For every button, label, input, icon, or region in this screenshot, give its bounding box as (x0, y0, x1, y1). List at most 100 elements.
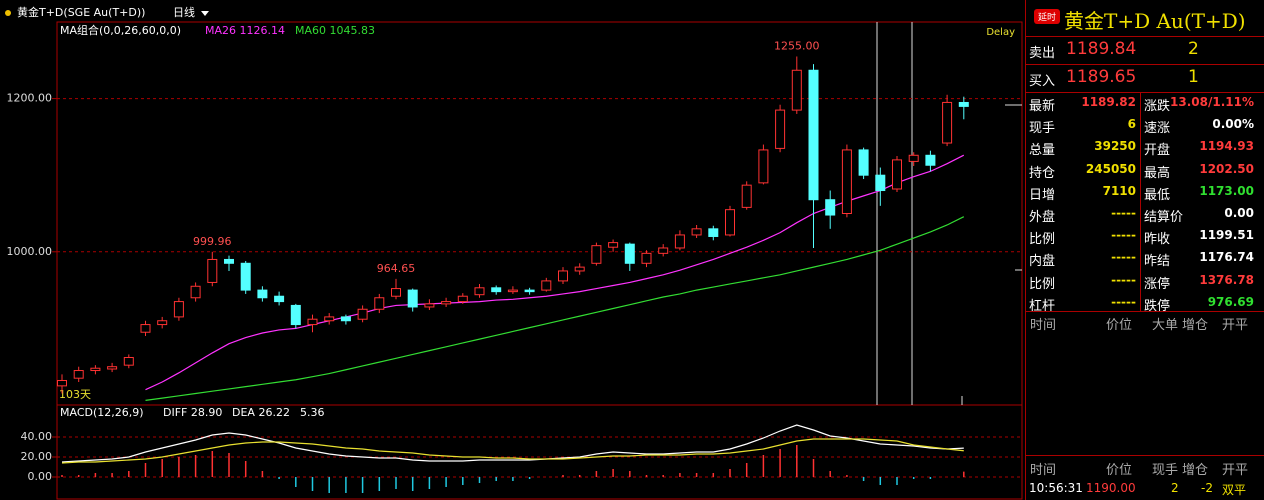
candle-body (73, 370, 84, 379)
period[interactable]: 日线 (173, 5, 195, 19)
instrument[interactable]: 黄金T+D(SGE Au(T+D)) (17, 5, 145, 19)
ma-line (145, 154, 965, 391)
legend-value: 1045.83 (330, 24, 376, 37)
candle-body (541, 280, 552, 291)
candle-body (441, 301, 452, 305)
column-header: 现手 (1152, 463, 1179, 478)
candle-body (708, 228, 719, 237)
column-header: 增仓 (1182, 463, 1209, 478)
candle-body (107, 366, 118, 370)
candle-body (524, 289, 535, 293)
tick-cell: -2 (1201, 481, 1213, 495)
stat-value: 6 (1127, 117, 1136, 132)
stat-label: 涨跌 (1144, 99, 1171, 114)
candle-body (507, 289, 518, 293)
annotation: 999.96 (193, 235, 232, 248)
stat-value: 1173.00 (1199, 183, 1254, 198)
column-header: 时间 (1030, 318, 1057, 333)
candle-body (925, 154, 936, 166)
quote-panel: 延时 黄金T+D Au(T+D) 卖出 1189.84 2 买入 1189.65 1 最新 118… (1025, 0, 1264, 500)
candle-body (391, 288, 401, 297)
stat-value: ----- (1111, 228, 1136, 243)
stat-value: 976.69 (1207, 294, 1254, 309)
candle-body (858, 149, 869, 176)
ma-line (145, 216, 965, 401)
legend-name: DIFF (163, 406, 187, 419)
dot (5, 10, 11, 16)
tick-cell: 1190.00 (1086, 481, 1136, 495)
stat-value: 7110 (1102, 183, 1136, 198)
legend-value: 28.90 (191, 406, 223, 419)
legend-name: DEA (232, 406, 255, 419)
stat-label: 现手 (1029, 121, 1056, 137)
candle-body (775, 109, 786, 149)
order-volume: 2 (1188, 39, 1199, 59)
stat-value: ----- (1111, 294, 1136, 309)
candle-body (942, 101, 953, 144)
column-header: 增仓 (1182, 318, 1209, 333)
stat-value: ----- (1111, 250, 1136, 265)
ma26-legend: MA26 1126.14 (205, 24, 285, 37)
candle-body (457, 295, 468, 303)
candle-body (674, 234, 685, 249)
stat-value: 0.00 (1224, 206, 1254, 220)
candle-body (558, 270, 568, 282)
candle-body (741, 184, 752, 208)
stat-label: 最新 (1029, 99, 1056, 114)
candle-body (140, 324, 151, 333)
candle-body (658, 247, 669, 254)
stat-label: 持仓 (1029, 165, 1056, 181)
candle-body (307, 318, 318, 326)
candle-body (340, 316, 351, 322)
candle-body (357, 308, 368, 320)
stat-value: 39250 (1094, 139, 1136, 154)
candle-body (725, 209, 735, 236)
candle-body (290, 304, 301, 326)
candle-body (491, 287, 502, 293)
separator (1026, 455, 1264, 456)
tick-cell: 2 (1171, 481, 1179, 495)
tick-cell: 双平 (1222, 483, 1247, 497)
separator (1026, 92, 1264, 93)
stat-value: 1202.50 (1199, 161, 1254, 176)
stat-label: 昨结 (1144, 254, 1171, 270)
stat-label: 最高 (1144, 165, 1171, 181)
y-tick-label: 20.00 (21, 450, 53, 463)
legend-value: 1126.14 (240, 24, 286, 37)
days-label: 103天 (59, 388, 91, 401)
stat-label: 外盘 (1029, 210, 1056, 225)
candle-body (474, 287, 485, 296)
order-price: 1189.84 (1066, 39, 1137, 59)
candle-body (324, 316, 335, 322)
column-header: 价位 (1106, 463, 1133, 478)
dea-legend: DEA 26.22 (232, 406, 290, 419)
stat-value: 1376.78 (1199, 272, 1254, 287)
candle-body (224, 258, 234, 264)
column-header: 开平 (1222, 463, 1249, 478)
column-header: 大单 (1152, 318, 1179, 333)
legend-value: 26.22 (258, 406, 290, 419)
delay: Delay (986, 27, 1015, 38)
stat-value: 1194.93 (1199, 139, 1254, 154)
candle-body (57, 379, 67, 387)
column-header: 开平 (1222, 318, 1249, 333)
stat-label: 最低 (1144, 187, 1171, 203)
dropdown-icon[interactable] (201, 11, 209, 16)
y-tick-label: 40.00 (21, 430, 53, 443)
candle-body (875, 174, 886, 192)
separator (1026, 36, 1264, 37)
candle-body (892, 159, 902, 190)
stat-label: 杠杆 (1029, 298, 1056, 314)
stat-value: 0.00% (1212, 117, 1254, 132)
stat-label: 昨收 (1144, 232, 1171, 248)
y-tick-label: 1000.00 (7, 245, 53, 258)
stat-label: 速涨 (1144, 121, 1171, 137)
annotation: 1255.00 (774, 39, 820, 52)
candle-body (190, 285, 201, 299)
stat-label: 结算价 (1144, 210, 1184, 225)
stat-label: 比例 (1029, 276, 1056, 292)
candle-body (407, 289, 418, 308)
order-volume: 1 (1188, 67, 1199, 87)
diff-line (61, 424, 964, 463)
